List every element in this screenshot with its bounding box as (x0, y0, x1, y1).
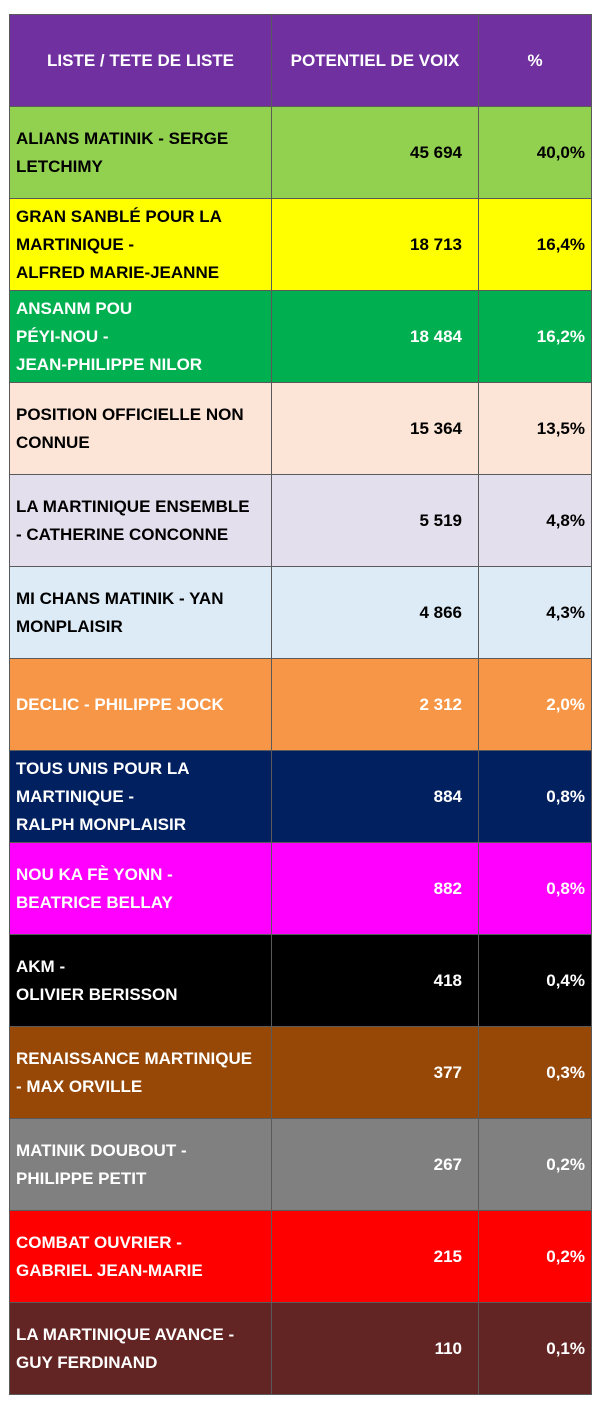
votes-cell: 110 (271, 1302, 479, 1395)
table-row: ALIANS MATINIK - SERGE LETCHIMY 45 694 40,… (9, 106, 592, 199)
list-name-cell: LA MARTINIQUE ENSEMBLE - CATHERINE CONCO… (9, 474, 272, 567)
percent-cell: 16,2% (478, 290, 592, 383)
percent-cell: 4,8% (478, 474, 592, 567)
votes-cell: 882 (271, 842, 479, 935)
votes-cell: 2 312 (271, 658, 479, 751)
table-row: LA MARTINIQUE AVANCE - GUY FERDINAND 110 0… (9, 1302, 592, 1395)
list-name-cell: ALIANS MATINIK - SERGE LETCHIMY (9, 106, 272, 199)
list-name-cell: COMBAT OUVRIER - GABRIEL JEAN-MARIE (9, 1210, 272, 1303)
column-header-votes: POTENTIEL DE VOIX (271, 14, 479, 107)
percent-cell: 0,8% (478, 750, 592, 843)
votes-cell: 884 (271, 750, 479, 843)
percent-cell: 13,5% (478, 382, 592, 475)
column-header-percent: % (478, 14, 592, 107)
percent-cell: 2,0% (478, 658, 592, 751)
votes-cell: 15 364 (271, 382, 479, 475)
list-name-cell: LA MARTINIQUE AVANCE - GUY FERDINAND (9, 1302, 272, 1395)
list-name-cell: MI CHANS MATINIK - YAN MONPLAISIR (9, 566, 272, 659)
list-name-cell: TOUS UNIS POUR LA MARTINIQUE - RALPH MON… (9, 750, 272, 843)
percent-cell: 0,1% (478, 1302, 592, 1395)
votes-cell: 377 (271, 1026, 479, 1119)
results-table: LISTE / TETE DE LISTE POTENTIEL DE VOIX … (9, 14, 592, 1395)
percent-cell: 40,0% (478, 106, 592, 199)
percent-cell: 16,4% (478, 198, 592, 291)
table-row: COMBAT OUVRIER - GABRIEL JEAN-MARIE 215 0,… (9, 1210, 592, 1303)
list-name-cell: NOU KA FÈ YONN - BEATRICE BELLAY (9, 842, 272, 935)
table-row: DECLIC - PHILIPPE JOCK 2 312 2,0% (9, 658, 592, 751)
column-header-list: LISTE / TETE DE LISTE (9, 14, 272, 107)
table-row: MATINIK DOUBOUT - PHILIPPE PETIT 267 0,2% (9, 1118, 592, 1211)
list-name-cell: AKM - OLIVIER BERISSON (9, 934, 272, 1027)
percent-cell: 4,3% (478, 566, 592, 659)
table-row: POSITION OFFICIELLE NON CONNUE 15 364 13,5… (9, 382, 592, 475)
list-name-cell: POSITION OFFICIELLE NON CONNUE (9, 382, 272, 475)
table-row: NOU KA FÈ YONN - BEATRICE BELLAY 882 0,8% (9, 842, 592, 935)
table-row: LA MARTINIQUE ENSEMBLE - CATHERINE CONCO… (9, 474, 592, 567)
votes-cell: 418 (271, 934, 479, 1027)
votes-cell: 4 866 (271, 566, 479, 659)
votes-cell: 267 (271, 1118, 479, 1211)
table-body: ALIANS MATINIK - SERGE LETCHIMY 45 694 40,… (9, 106, 592, 1395)
list-name-cell: DECLIC - PHILIPPE JOCK (9, 658, 272, 751)
percent-cell: 0,3% (478, 1026, 592, 1119)
table-header-row: LISTE / TETE DE LISTE POTENTIEL DE VOIX … (9, 14, 592, 107)
table-row: GRAN SANBLÉ POUR LA MARTINIQUE - ALFRED … (9, 198, 592, 291)
list-name-cell: ANSANM POU PÉYI-NOU - JEAN-PHILIPPE NILO… (9, 290, 272, 383)
percent-cell: 0,8% (478, 842, 592, 935)
votes-cell: 18 713 (271, 198, 479, 291)
list-name-cell: MATINIK DOUBOUT - PHILIPPE PETIT (9, 1118, 272, 1211)
table-row: ANSANM POU PÉYI-NOU - JEAN-PHILIPPE NILO… (9, 290, 592, 383)
table-row: MI CHANS MATINIK - YAN MONPLAISIR 4 866 4,… (9, 566, 592, 659)
list-name-cell: GRAN SANBLÉ POUR LA MARTINIQUE - ALFRED … (9, 198, 272, 291)
table-row: AKM - OLIVIER BERISSON 418 0,4% (9, 934, 592, 1027)
percent-cell: 0,2% (478, 1210, 592, 1303)
percent-cell: 0,4% (478, 934, 592, 1027)
votes-cell: 215 (271, 1210, 479, 1303)
table-row: TOUS UNIS POUR LA MARTINIQUE - RALPH MON… (9, 750, 592, 843)
votes-cell: 5 519 (271, 474, 479, 567)
percent-cell: 0,2% (478, 1118, 592, 1211)
votes-cell: 18 484 (271, 290, 479, 383)
votes-cell: 45 694 (271, 106, 479, 199)
table-row: RENAISSANCE MARTINIQUE - MAX ORVILLE 377 0… (9, 1026, 592, 1119)
list-name-cell: RENAISSANCE MARTINIQUE - MAX ORVILLE (9, 1026, 272, 1119)
